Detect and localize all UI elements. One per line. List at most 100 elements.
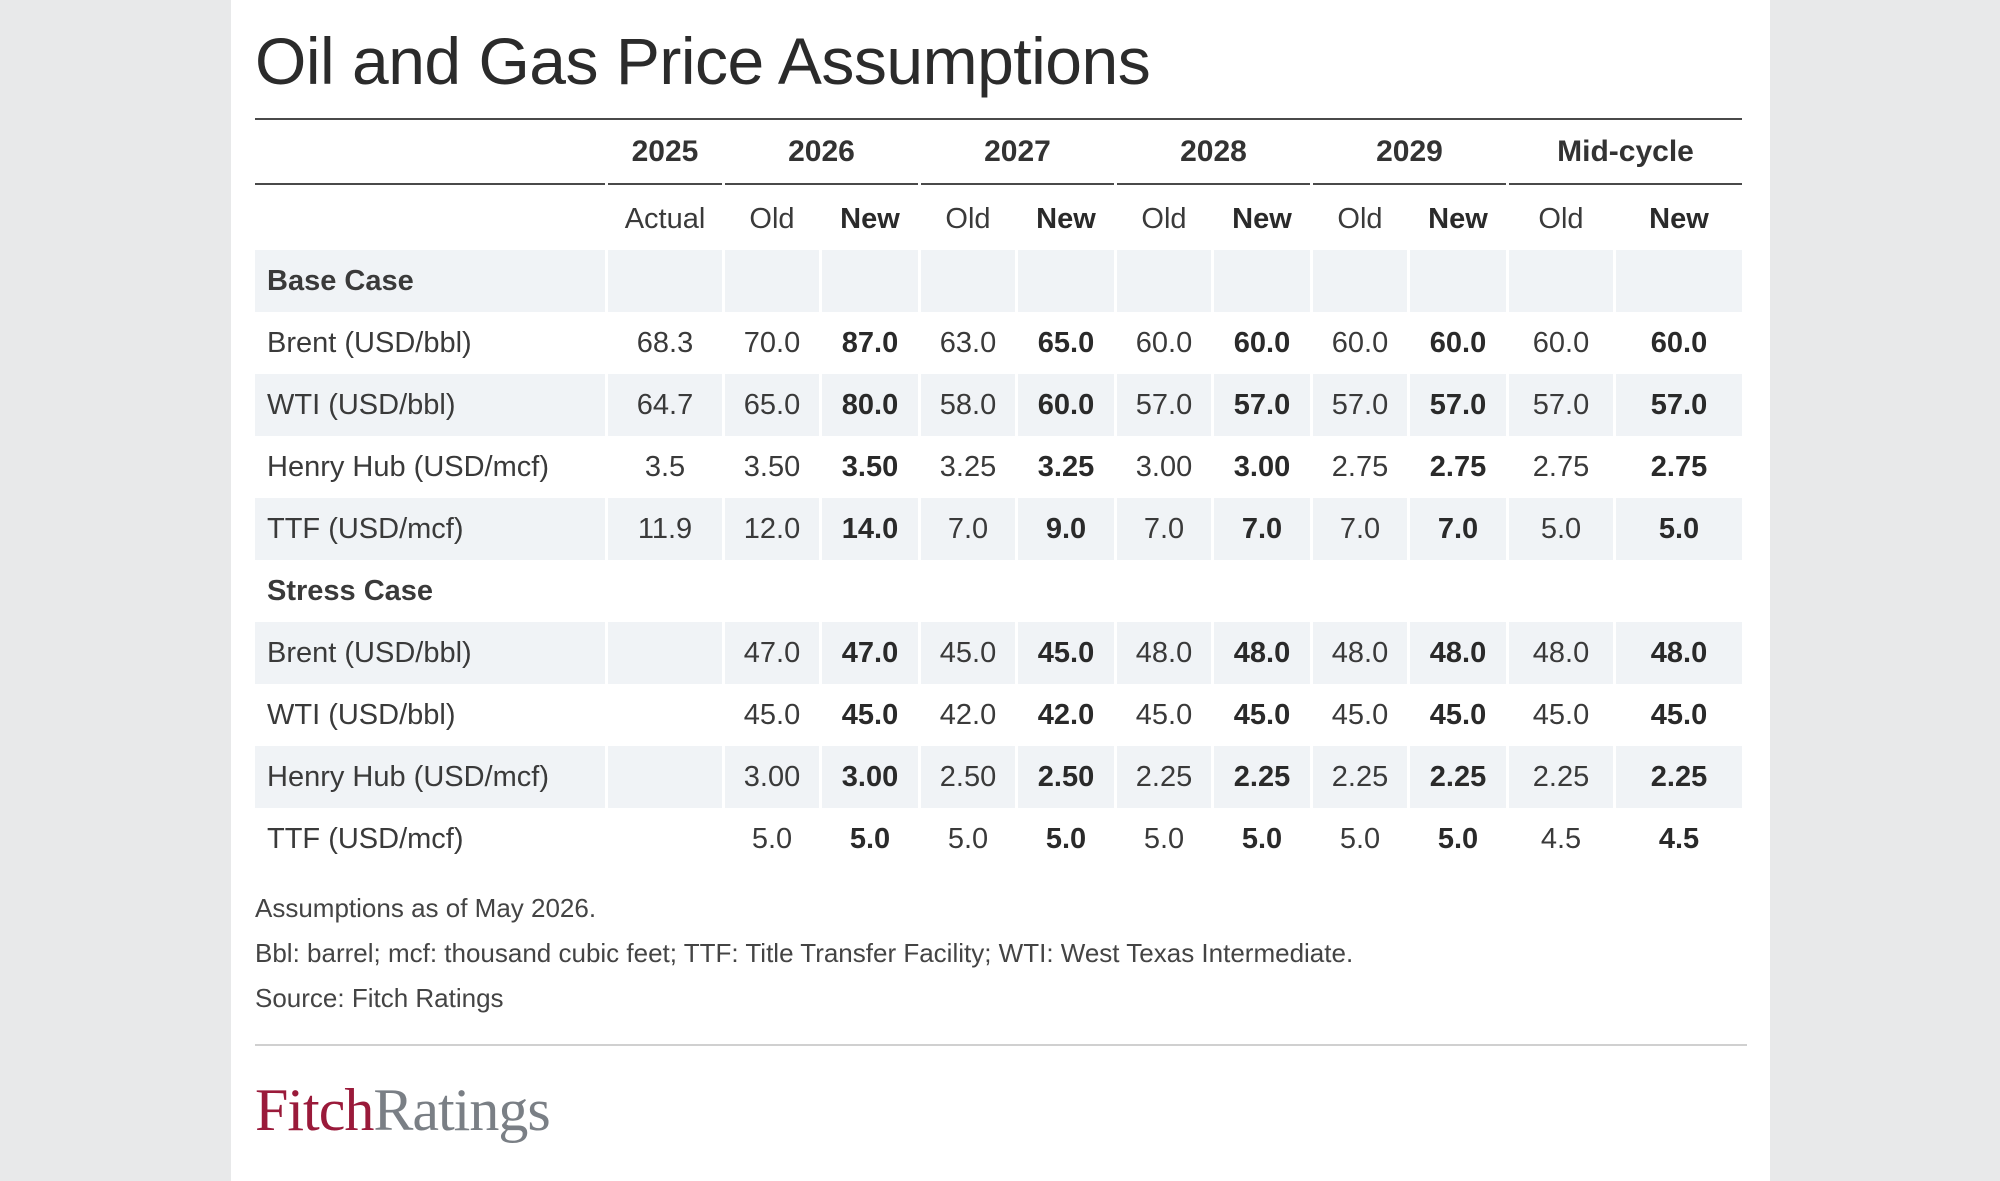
year-header-row: 2025 2026 2027 2028 2029 Mid-cycle <box>255 120 1742 185</box>
note-as-of: Assumptions as of May 2026. <box>255 893 597 923</box>
cell-background <box>1616 250 1742 312</box>
value-cell: 2.75 <box>1429 451 1487 483</box>
value-cell: 63.0 <box>939 327 997 359</box>
cell-background <box>608 746 722 808</box>
cell-background <box>1509 374 1613 436</box>
sub-header: Old <box>749 203 795 235</box>
value-cell: 3.5 <box>644 451 686 483</box>
table-row: Brent (USD/bbl) 68.3 70.0 87.0 63.0 65.0 60.0 6… <box>255 312 1742 374</box>
value-cell: 7.0 <box>1339 513 1381 545</box>
value-cell: 4.5 <box>1540 823 1582 855</box>
value-cell: 48.0 <box>1650 637 1708 669</box>
row-label: Henry Hub (USD/mcf) <box>267 451 549 483</box>
cell-background <box>255 374 605 436</box>
cell-background <box>1018 374 1114 436</box>
value-cell: 7.0 <box>1437 513 1479 545</box>
value-cell: 3.00 <box>841 761 899 793</box>
cell-background <box>608 498 722 560</box>
cell-background <box>1509 560 1613 622</box>
cell-background <box>921 622 1015 684</box>
value-cell: 57.0 <box>1331 389 1389 421</box>
value-cell: 2.50 <box>1037 761 1095 793</box>
value-cell: 57.0 <box>1532 389 1590 421</box>
value-cell: 57.0 <box>1429 389 1487 421</box>
value-cell: 45.0 <box>1331 699 1389 731</box>
year-header: 2025 <box>631 135 699 168</box>
value-cell: 3.50 <box>743 451 801 483</box>
cell-background <box>822 560 918 622</box>
logo-ratings: Ratings <box>373 1077 550 1143</box>
value-cell: 2.75 <box>1331 451 1389 483</box>
top-rule <box>255 118 1742 120</box>
cell-background <box>1117 622 1211 684</box>
value-cell: 12.0 <box>743 513 801 545</box>
value-cell: 2.25 <box>1650 761 1708 793</box>
cell-background <box>725 250 819 312</box>
section-header-row: Stress Case <box>255 560 1742 622</box>
value-cell: 5.0 <box>1658 513 1700 545</box>
cell-background <box>1214 622 1310 684</box>
cell-background <box>725 498 819 560</box>
value-cell: 5.0 <box>1143 823 1185 855</box>
value-cell: 60.0 <box>1233 327 1291 359</box>
year-header: 2027 <box>984 135 1051 168</box>
cell-background <box>921 746 1015 808</box>
cell-background <box>608 622 722 684</box>
section-title: Base Case <box>267 265 414 297</box>
row-label: WTI (USD/bbl) <box>267 389 456 421</box>
value-cell: 5.0 <box>1437 823 1479 855</box>
row-label: WTI (USD/bbl) <box>267 699 456 731</box>
year-underline <box>921 183 1114 185</box>
value-cell: 45.0 <box>1650 699 1708 731</box>
value-cell: 3.00 <box>743 761 801 793</box>
value-cell <box>608 746 722 808</box>
value-cell: 70.0 <box>743 327 801 359</box>
value-cell: 3.50 <box>841 451 899 483</box>
year-underline <box>1117 183 1310 185</box>
value-cell: 42.0 <box>1037 699 1095 731</box>
value-cell: 45.0 <box>1532 699 1590 731</box>
value-cell: 2.75 <box>1650 451 1708 483</box>
row-label: Henry Hub (USD/mcf) <box>267 761 549 793</box>
note-abbreviations: Bbl: barrel; mcf: thousand cubic feet; T… <box>255 938 1354 968</box>
value-cell <box>608 622 722 684</box>
year-underline <box>608 183 722 185</box>
cell-background <box>608 374 722 436</box>
value-cell: 57.0 <box>1233 389 1291 421</box>
table-row: WTI (USD/bbl) 45.0 45.0 42.0 42.0 45.0 45.0 45.… <box>255 684 1742 746</box>
value-cell: 48.0 <box>1331 637 1389 669</box>
row-label: TTF (USD/mcf) <box>267 823 464 855</box>
cell-background <box>1410 250 1506 312</box>
value-cell: 45.0 <box>1233 699 1291 731</box>
value-cell: 60.0 <box>1429 327 1487 359</box>
cell-background <box>1313 250 1407 312</box>
table-row: Henry Hub (USD/mcf) 3.5 3.50 3.50 3.25 3.25 3.… <box>255 436 1742 498</box>
cell-background <box>921 498 1015 560</box>
cell-background <box>1313 746 1407 808</box>
value-cell: 7.0 <box>947 513 989 545</box>
value-cell: 5.0 <box>751 823 793 855</box>
value-cell: 57.0 <box>1650 389 1708 421</box>
value-cell: 3.25 <box>1037 451 1095 483</box>
label-underline <box>255 183 605 185</box>
value-cell: 60.0 <box>1650 327 1708 359</box>
cell-background <box>1616 374 1742 436</box>
page-title: Oil and Gas Price Assumptions <box>255 24 1151 98</box>
value-cell: 60.0 <box>1331 327 1389 359</box>
value-cell: 48.0 <box>1429 637 1487 669</box>
sub-header: New <box>840 203 900 235</box>
value-cell: 48.0 <box>1532 637 1590 669</box>
cell-background <box>921 374 1015 436</box>
value-cell: 48.0 <box>1135 637 1193 669</box>
value-cell: 48.0 <box>1233 637 1291 669</box>
sub-header: New <box>1428 203 1488 235</box>
value-cell: 2.25 <box>1233 761 1291 793</box>
table-row: WTI (USD/bbl) 64.7 65.0 80.0 58.0 60.0 57.0 57.… <box>255 374 1742 436</box>
value-cell: 45.0 <box>743 699 801 731</box>
cell-background <box>1509 498 1613 560</box>
value-cell: 3.25 <box>939 451 997 483</box>
value-cell: 80.0 <box>841 389 899 421</box>
year-header: 2028 <box>1180 135 1247 168</box>
value-cell: 9.0 <box>1045 513 1087 545</box>
value-cell: 60.0 <box>1037 389 1095 421</box>
